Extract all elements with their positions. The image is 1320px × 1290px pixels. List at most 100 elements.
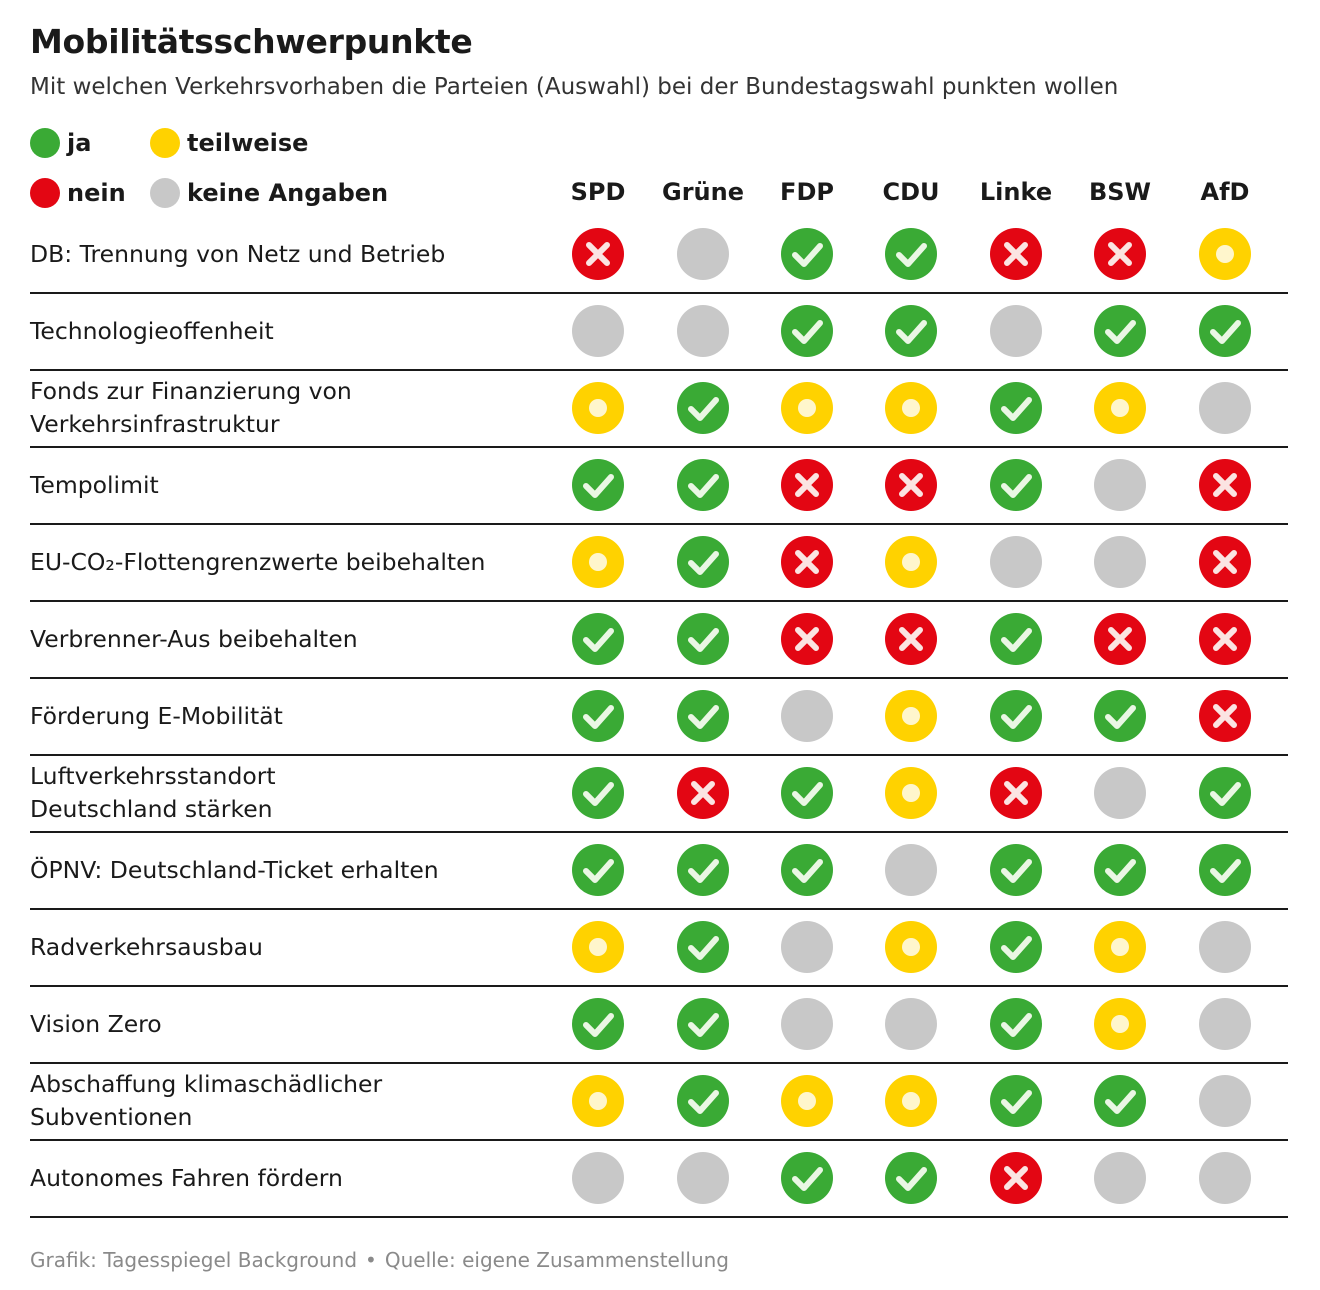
status-icon-keine <box>676 1151 730 1205</box>
status-icon-ja <box>676 689 730 743</box>
status-icon-teilweise <box>571 381 625 435</box>
status-icon-keine <box>1198 381 1252 435</box>
status-icon-keine <box>676 227 730 281</box>
row-label: Förderung E-Mobilität <box>30 701 283 730</box>
status-icon-ja <box>571 766 625 820</box>
status-icon-keine <box>989 535 1043 589</box>
status-icon-teilweise <box>571 535 625 589</box>
status-icon-teilweise <box>884 1074 938 1128</box>
status-icon-nein <box>780 458 834 512</box>
status-icon-ja <box>1198 304 1252 358</box>
status-icon-keine <box>1198 1151 1252 1205</box>
legend-item-ja: ja <box>30 128 91 158</box>
table-row: Luftverkehrsstandort Deutschland stärken <box>30 755 1288 833</box>
status-icon-nein <box>780 535 834 589</box>
row-label: Autonomes Fahren fördern <box>30 1163 343 1192</box>
status-icon-teilweise <box>884 381 938 435</box>
table-row: Vision Zero <box>30 986 1288 1064</box>
status-icon-ja <box>780 843 834 897</box>
status-icon-nein <box>989 1151 1043 1205</box>
status-icon-ja <box>989 1074 1043 1128</box>
status-icon-nein <box>1198 612 1252 666</box>
row-label: EU-CO₂-Flottengrenzwerte beibehalten <box>30 547 486 576</box>
row-label: Tempolimit <box>30 470 159 499</box>
column-header-bsw: BSW <box>1088 178 1152 206</box>
status-icon-teilweise <box>1093 920 1147 974</box>
status-icon-nein <box>1198 535 1252 589</box>
status-icon-ja <box>676 381 730 435</box>
status-icon-ja <box>571 612 625 666</box>
column-header-linke: Linke <box>979 178 1053 206</box>
table-row: Technologieoffenheit <box>30 293 1288 371</box>
status-icon-ja <box>989 689 1043 743</box>
status-icon-nein <box>1093 612 1147 666</box>
status-icon-ja <box>571 689 625 743</box>
table-row: ÖPNV: Deutschland-Ticket erhalten <box>30 832 1288 910</box>
status-icon-keine <box>571 304 625 358</box>
table-row: Autonomes Fahren fördern <box>30 1140 1288 1218</box>
row-label: Luftverkehrsstandort Deutschland stärken <box>30 762 276 823</box>
table-row: Radverkehrsausbau <box>30 909 1288 987</box>
column-header-cdu: CDU <box>882 178 940 206</box>
status-icon-teilweise <box>884 766 938 820</box>
status-icon-ja <box>884 304 938 358</box>
table-row: Abschaffung klimaschädlicher Subventione… <box>30 1063 1288 1141</box>
legend-label-teilweise: teilweise <box>187 129 309 157</box>
status-icon-nein <box>1198 689 1252 743</box>
table-row: DB: Trennung von Netz und Betrieb <box>30 216 1288 294</box>
status-icon-ja <box>676 612 730 666</box>
chart-subtitle: Mit welchen Verkehrsvorhaben die Parteie… <box>30 74 1119 100</box>
row-label: Abschaffung klimaschädlicher Subventione… <box>30 1070 383 1131</box>
status-icon-ja <box>1198 843 1252 897</box>
status-icon-teilweise <box>884 920 938 974</box>
status-icon-keine <box>571 1151 625 1205</box>
footer-source: Quelle: eigene Zusammenstellung <box>384 1248 730 1272</box>
legend-item-nein: nein <box>30 178 126 208</box>
status-icon-nein <box>989 227 1043 281</box>
status-icon-keine <box>780 997 834 1051</box>
status-icon-nein <box>780 612 834 666</box>
status-icon-ja <box>1093 1074 1147 1128</box>
status-icon-ja <box>989 381 1043 435</box>
legend-swatch-ja <box>30 128 60 158</box>
status-icon-keine <box>1198 997 1252 1051</box>
status-icon-ja <box>989 997 1043 1051</box>
status-icon-nein <box>676 766 730 820</box>
table-row: Verbrenner-Aus beibehalten <box>30 601 1288 679</box>
column-header-fdp: FDP <box>780 178 834 206</box>
status-icon-teilweise <box>571 1074 625 1128</box>
column-header-grüne: Grüne <box>662 178 744 206</box>
legend-label-ja: ja <box>67 129 92 157</box>
legend-item-teilweise: teilweise <box>150 128 308 158</box>
status-icon-nein <box>989 766 1043 820</box>
status-icon-keine <box>989 304 1043 358</box>
legend-swatch-teilweise <box>150 128 180 158</box>
row-label: Fonds zur Finanzierung von Verkehrsinfra… <box>30 377 352 438</box>
status-icon-keine <box>780 920 834 974</box>
status-icon-teilweise <box>884 689 938 743</box>
status-icon-teilweise <box>1198 227 1252 281</box>
status-icon-nein <box>571 227 625 281</box>
table-row: Fonds zur Finanzierung von Verkehrsinfra… <box>30 370 1288 448</box>
status-icon-ja <box>989 458 1043 512</box>
legend-label-nein: nein <box>67 179 126 207</box>
status-icon-ja <box>676 535 730 589</box>
status-icon-ja <box>676 997 730 1051</box>
row-label: Radverkehrsausbau <box>30 932 263 961</box>
table-row: Tempolimit <box>30 447 1288 525</box>
status-icon-keine <box>1093 458 1147 512</box>
status-icon-keine <box>780 689 834 743</box>
status-icon-nein <box>1093 227 1147 281</box>
footer: Grafik: Tagesspiegel Background • Quelle: … <box>30 1248 729 1272</box>
column-header-spd: SPD <box>570 178 626 206</box>
status-icon-keine <box>676 304 730 358</box>
status-icon-keine <box>884 997 938 1051</box>
status-icon-ja <box>884 227 938 281</box>
status-icon-ja <box>780 227 834 281</box>
row-label: Vision Zero <box>30 1009 162 1038</box>
legend-swatch-keine <box>150 178 180 208</box>
status-icon-teilweise <box>571 920 625 974</box>
row-label: Technologieoffenheit <box>30 316 274 345</box>
status-icon-ja <box>676 1074 730 1128</box>
status-icon-ja <box>780 766 834 820</box>
